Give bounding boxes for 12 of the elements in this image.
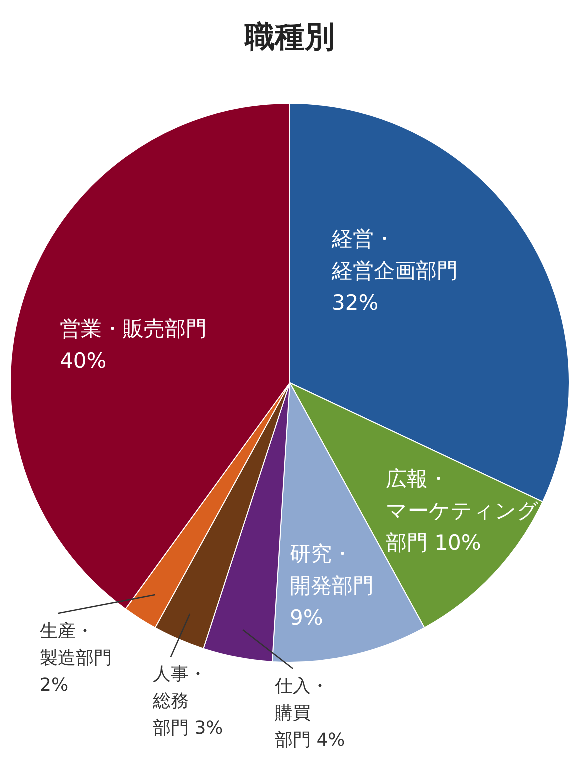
- slice-label: 営業・販売部門: [60, 316, 207, 343]
- data-label: 40%: [60, 348, 108, 375]
- slice-label: 仕入・購買部門 4%: [275, 675, 346, 753]
- chart-title: 職種別: [244, 19, 336, 57]
- slice-label: 人事・総務部門 3%: [153, 663, 224, 741]
- data-label: 32%: [332, 290, 380, 317]
- slice-label: 経営・経営企画部門: [332, 226, 458, 285]
- slice-label: 生産・製造部門: [40, 620, 112, 671]
- slice-label: 広報・マーケティング部門 10%: [386, 466, 539, 557]
- data-label: 9%: [290, 605, 324, 632]
- slice-label: 研究・開発部門: [290, 541, 374, 600]
- data-label: 2%: [40, 674, 70, 698]
